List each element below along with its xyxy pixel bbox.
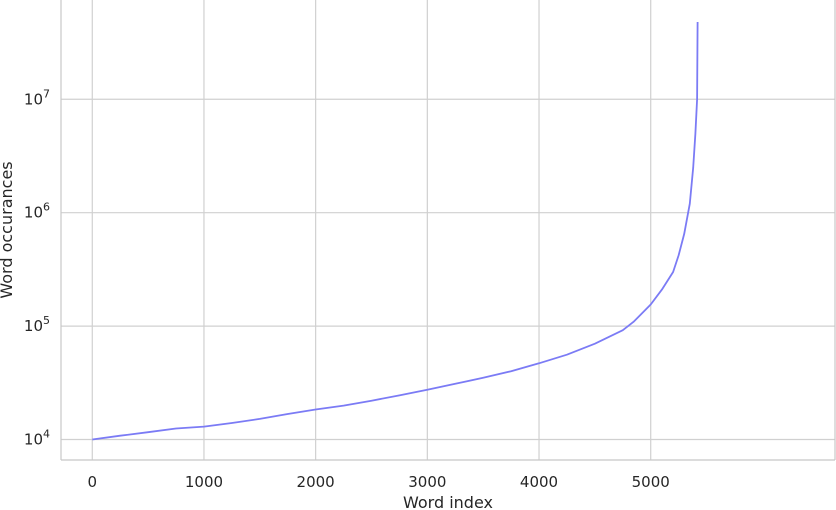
y-tick-base: 10 xyxy=(24,90,43,108)
y-tick-base: 10 xyxy=(24,431,43,449)
series-line-group xyxy=(92,21,699,441)
x-tick-labels: 0 1000 2000 3000 4000 5000 xyxy=(87,473,669,491)
plot-frame xyxy=(60,0,836,461)
y-tick-label: 106 xyxy=(24,201,50,222)
y-tick-base: 10 xyxy=(24,204,43,222)
x-tick-label: 0 xyxy=(87,473,97,491)
grid-lines xyxy=(61,0,835,460)
x-tick-label: 5000 xyxy=(632,473,670,491)
x-tick-label: 3000 xyxy=(408,473,446,491)
y-tick-exponent: 5 xyxy=(43,314,50,327)
y-tick-exponent: 6 xyxy=(43,201,50,214)
x-tick-label: 2000 xyxy=(297,473,335,491)
x-axis-label: Word index xyxy=(403,493,493,510)
x-tick-label: 4000 xyxy=(520,473,558,491)
x-tick-label: 1000 xyxy=(185,473,223,491)
series-line xyxy=(92,21,699,441)
y-axis-label: Word occurances xyxy=(0,161,16,298)
y-tick-label: 107 xyxy=(24,87,50,108)
y-tick-label: 105 xyxy=(24,314,50,335)
y-tick-exponent: 4 xyxy=(43,428,50,441)
y-tick-base: 10 xyxy=(24,317,43,335)
y-tick-exponent: 7 xyxy=(43,87,50,100)
y-tick-label: 104 xyxy=(24,428,50,449)
